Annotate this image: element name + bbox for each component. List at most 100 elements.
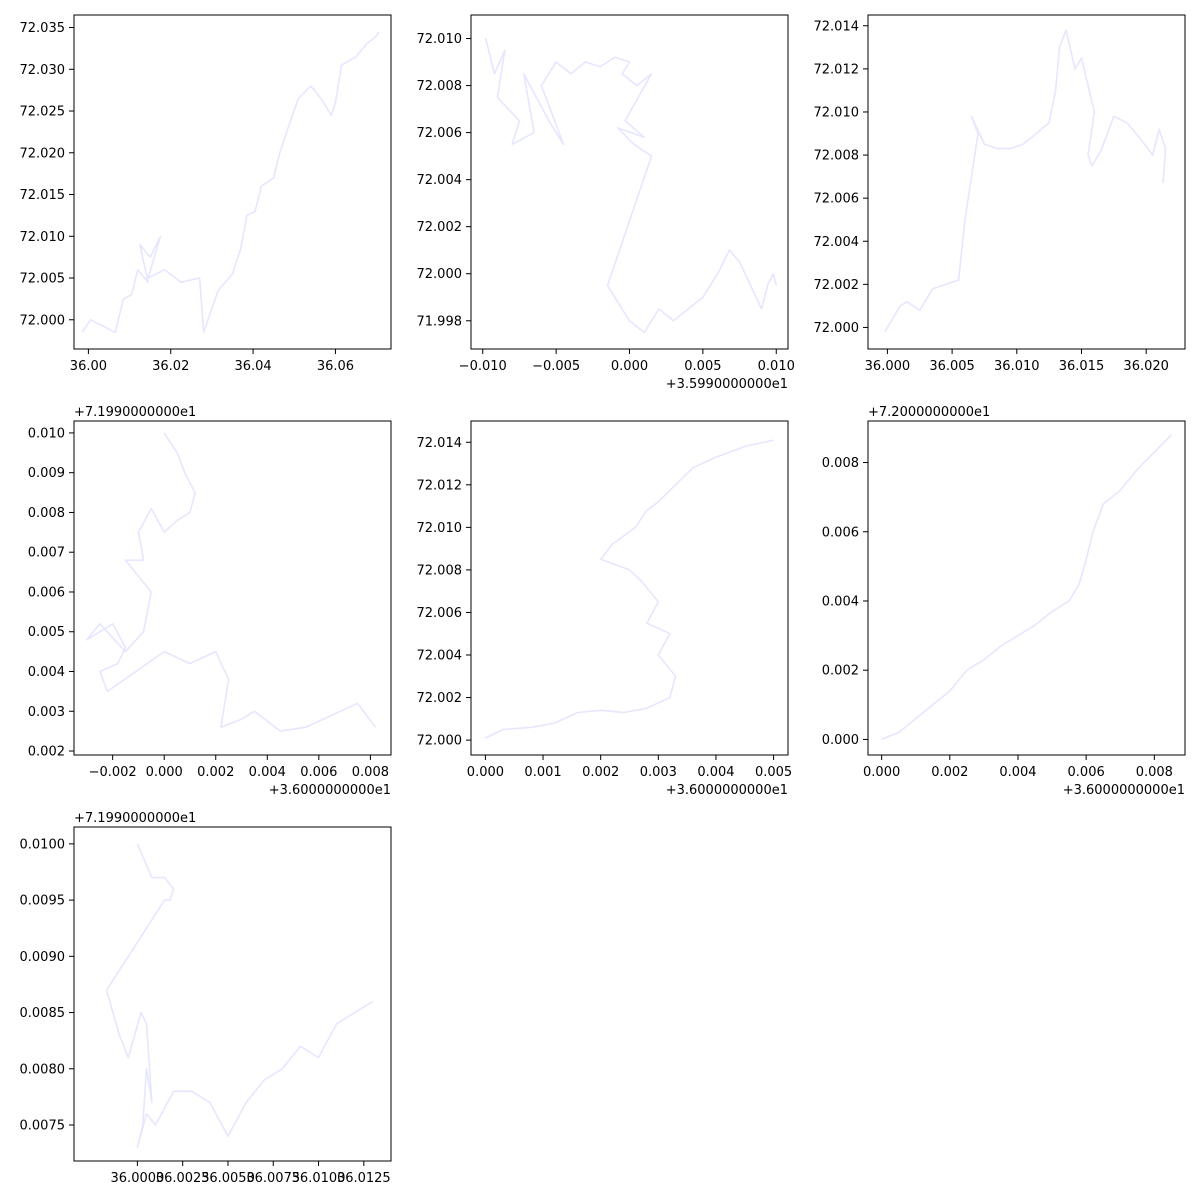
x-tick-label-1-2: 36.04 <box>234 359 271 374</box>
y-tick-label-6-1: 0.002 <box>822 664 859 679</box>
x-offset-label-6: +3.6000000000e1 <box>1063 783 1185 798</box>
x-tick-label-4-4: 0.006 <box>300 765 337 780</box>
y-tick-label-6-0: 0.000 <box>822 733 859 748</box>
y-tick-label-5-0: 72.000 <box>417 734 463 749</box>
x-tick-label-7-5: 36.0125 <box>337 1171 391 1186</box>
y-tick-label-4-1: 0.003 <box>28 705 65 720</box>
x-tick-label-5-0: 0.000 <box>467 765 504 780</box>
axes-frame-5 <box>470 420 789 756</box>
axes-frame-1 <box>73 14 392 350</box>
axes-frame-2 <box>470 14 789 350</box>
x-tick-label-7-1: 36.0025 <box>156 1171 210 1186</box>
track-line-7 <box>105 843 374 1149</box>
x-tick-label-3-3: 36.015 <box>1059 359 1105 374</box>
y-tick-label-5-3: 72.006 <box>417 606 463 621</box>
y-tick-label-3-3: 72.006 <box>814 192 860 207</box>
x-tick-label-6-4: 0.008 <box>1136 765 1173 780</box>
y-tick-label-5-5: 72.010 <box>417 521 463 536</box>
x-tick-label-2-1: −0.005 <box>532 359 580 374</box>
y-tick-label-3-1: 72.002 <box>814 278 860 293</box>
y-tick-label-1-5: 72.025 <box>20 105 66 120</box>
x-offset-label-4: +3.6000000000e1 <box>269 783 391 798</box>
y-tick-label-2-2: 72.002 <box>417 220 463 235</box>
x-tick-label-4-3: 0.004 <box>249 765 286 780</box>
y-tick-label-4-5: 0.007 <box>28 546 65 561</box>
y-tick-label-1-6: 72.030 <box>20 63 66 78</box>
y-offset-label-7: +7.1990000000e1 <box>74 811 196 826</box>
y-tick-label-3-0: 72.000 <box>814 321 860 336</box>
x-tick-label-6-3: 0.006 <box>1068 765 1105 780</box>
y-tick-label-1-1: 72.005 <box>20 272 66 287</box>
x-tick-label-6-2: 0.004 <box>999 765 1036 780</box>
y-tick-label-5-6: 72.012 <box>417 478 463 493</box>
x-tick-label-5-5: 0.005 <box>755 765 792 780</box>
x-tick-label-7-3: 36.0075 <box>246 1171 300 1186</box>
track-line-2 <box>484 38 778 334</box>
y-tick-label-2-6: 72.010 <box>417 32 463 47</box>
y-tick-label-4-3: 0.005 <box>28 625 65 640</box>
subplot-3: 36.000 36.005 36.010 36.015 36.020 72.000 72.0… <box>814 14 1186 374</box>
x-tick-label-5-2: 0.002 <box>582 765 619 780</box>
y-tick-label-4-6: 0.008 <box>28 506 65 521</box>
x-tick-label-1-1: 36.02 <box>152 359 189 374</box>
y-tick-label-5-1: 72.002 <box>417 691 463 706</box>
y-tick-label-5-4: 72.008 <box>417 563 463 578</box>
subplot-5: 0.000 0.001 0.002 0.003 0.004 0.005 72.000 72.0… <box>417 420 792 798</box>
subplot-1: 36.00 36.02 36.04 36.06 72.000 72.005 72.010 72… <box>20 14 392 374</box>
y-tick-label-1-4: 72.020 <box>20 146 66 161</box>
axes-frame-3 <box>867 14 1186 350</box>
x-offset-label-5: +3.6000000000e1 <box>666 783 788 798</box>
x-tick-label-5-1: 0.001 <box>524 765 561 780</box>
y-tick-label-2-5: 72.008 <box>417 79 463 94</box>
axes-frame-7 <box>73 826 392 1162</box>
y-tick-label-3-6: 72.012 <box>814 62 860 77</box>
y-tick-label-5-2: 72.004 <box>417 649 463 664</box>
x-tick-label-5-4: 0.004 <box>697 765 734 780</box>
y-tick-label-1-7: 72.035 <box>20 21 66 36</box>
y-tick-label-6-3: 0.006 <box>822 525 859 540</box>
subplot-2: −0.010 −0.005 0.000 0.005 0.010 71.998 72.000 7… <box>417 14 795 392</box>
subplot-4: −0.002 0.000 0.002 0.004 0.006 0.008 0.002 0.00… <box>28 405 392 798</box>
x-tick-label-2-2: 0.000 <box>611 359 648 374</box>
x-tick-label-4-0: −0.002 <box>89 765 137 780</box>
x-tick-label-4-1: 0.000 <box>146 765 183 780</box>
y-tick-label-4-4: 0.006 <box>28 585 65 600</box>
track-line-3 <box>884 29 1167 333</box>
y-offset-label-4: +7.1990000000e1 <box>74 405 196 420</box>
y-tick-label-6-4: 0.008 <box>822 456 859 471</box>
axes-frame-4 <box>73 420 392 756</box>
x-tick-label-3-1: 36.005 <box>929 359 975 374</box>
x-tick-label-2-4: 0.010 <box>758 359 795 374</box>
y-tick-label-2-1: 72.000 <box>417 267 463 282</box>
y-tick-label-4-7: 0.009 <box>28 466 65 481</box>
y-tick-label-4-2: 0.004 <box>28 665 65 680</box>
y-tick-label-7-4: 0.0095 <box>20 894 66 909</box>
y-tick-label-1-0: 72.000 <box>20 313 66 328</box>
y-offset-label-6: +7.2000000000e1 <box>868 405 990 420</box>
x-tick-label-3-2: 36.010 <box>994 359 1040 374</box>
y-tick-label-3-5: 72.010 <box>814 105 860 120</box>
x-tick-label-2-0: −0.010 <box>459 359 507 374</box>
track-line-6 <box>881 434 1172 741</box>
y-tick-label-4-8: 0.010 <box>28 426 65 441</box>
track-line-5 <box>485 439 774 739</box>
x-tick-label-3-0: 36.000 <box>865 359 911 374</box>
y-tick-label-2-3: 72.004 <box>417 173 463 188</box>
y-tick-label-1-3: 72.015 <box>20 188 66 203</box>
y-tick-label-7-0: 0.0075 <box>20 1119 66 1134</box>
y-tick-label-5-7: 72.014 <box>417 436 463 451</box>
y-tick-label-2-0: 71.998 <box>417 314 463 329</box>
track-line-4 <box>86 432 377 732</box>
y-tick-label-3-7: 72.014 <box>814 19 860 34</box>
x-tick-label-1-3: 36.06 <box>317 359 354 374</box>
y-tick-label-4-0: 0.002 <box>28 745 65 760</box>
x-tick-label-4-2: 0.002 <box>197 765 234 780</box>
y-tick-label-2-4: 72.006 <box>417 126 463 141</box>
x-tick-label-7-0: 36.0000 <box>111 1171 165 1186</box>
y-tick-label-6-2: 0.004 <box>822 594 859 609</box>
x-tick-label-6-0: 0.000 <box>863 765 900 780</box>
x-tick-label-6-1: 0.002 <box>931 765 968 780</box>
x-tick-label-7-2: 36.0050 <box>201 1171 255 1186</box>
y-tick-label-7-3: 0.0090 <box>20 950 66 965</box>
